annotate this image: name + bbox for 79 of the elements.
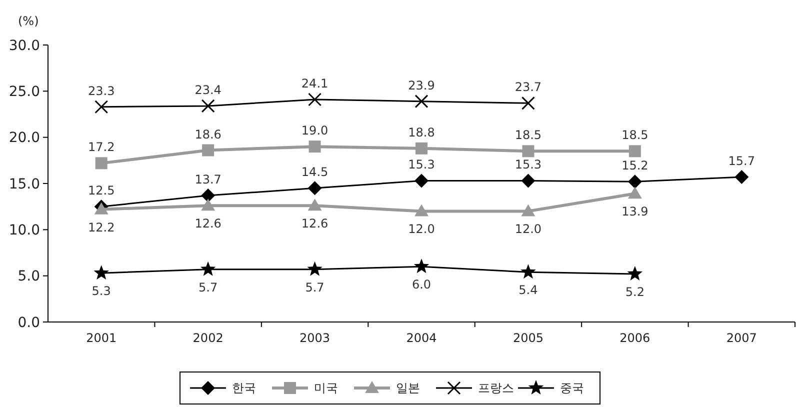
data-label: 15.3 xyxy=(514,158,542,172)
point xyxy=(414,94,428,108)
point xyxy=(308,198,322,211)
point xyxy=(521,96,535,110)
y-tick-label: 5.0 xyxy=(18,268,40,285)
data-label: 24.1 xyxy=(301,76,328,90)
y-tick-label: 15.0 xyxy=(8,176,40,192)
x-tick-label: 2006 xyxy=(620,331,650,345)
point xyxy=(94,100,108,114)
data-label: 18.5 xyxy=(514,128,542,142)
point xyxy=(307,261,322,276)
data-label: 19.0 xyxy=(301,124,328,138)
y-tick-label: 10.0 xyxy=(8,222,40,239)
point xyxy=(414,204,428,216)
data-label: 5.2 xyxy=(625,284,644,299)
point xyxy=(627,266,643,280)
y-tick-label: 25.0 xyxy=(8,84,40,100)
data-label: 17.2 xyxy=(88,140,115,154)
x-tick-label: 2005 xyxy=(512,331,544,345)
legend-label: 한국 xyxy=(232,381,256,396)
legend-label: 미국 xyxy=(314,381,338,396)
point xyxy=(522,145,534,158)
x-tick-label: 2002 xyxy=(192,331,224,345)
data-label: 5.7 xyxy=(198,280,218,294)
point xyxy=(521,174,536,188)
data-label: 23.7 xyxy=(514,80,542,94)
point xyxy=(734,170,749,184)
data-label: 23.3 xyxy=(88,84,115,98)
point xyxy=(628,145,641,158)
point xyxy=(628,174,642,189)
point xyxy=(201,99,215,113)
point xyxy=(521,204,536,216)
point xyxy=(628,186,642,199)
legend-label: 프랑스 xyxy=(478,381,514,396)
point xyxy=(95,157,108,170)
point xyxy=(94,202,108,214)
point xyxy=(201,198,216,211)
data-label: 12.5 xyxy=(88,184,115,198)
point xyxy=(202,144,214,156)
point xyxy=(414,258,430,274)
data-label: 12.0 xyxy=(408,222,435,236)
y-tick-label: 0.0 xyxy=(18,314,40,331)
data-label: 18.5 xyxy=(622,128,648,142)
x-tick-label: 2003 xyxy=(300,331,330,345)
data-label: 12.2 xyxy=(88,220,115,234)
data-label: 5.4 xyxy=(518,283,538,298)
data-label: 12.6 xyxy=(194,216,222,231)
data-label: 18.8 xyxy=(408,125,435,140)
point xyxy=(308,92,322,106)
data-label: 12.0 xyxy=(514,222,542,236)
data-label: 23.4 xyxy=(194,82,222,97)
data-label: 12.6 xyxy=(301,216,328,231)
point xyxy=(520,264,536,279)
point xyxy=(200,261,216,276)
y-axis-title: (%) xyxy=(18,14,39,28)
data-label: 14.5 xyxy=(301,165,328,180)
x-tick-label: 2001 xyxy=(86,331,117,345)
point xyxy=(416,142,428,154)
point xyxy=(414,174,428,188)
point xyxy=(94,265,109,280)
x-tick-label: 2007 xyxy=(726,331,757,345)
data-label: 18.6 xyxy=(194,127,222,142)
data-label: 13.9 xyxy=(622,204,648,219)
data-label: 15.7 xyxy=(728,154,755,168)
point xyxy=(308,140,321,153)
data-label: 6.0 xyxy=(412,278,432,292)
data-label: 5.3 xyxy=(92,284,111,298)
y-tick-label: 20.0 xyxy=(8,130,40,146)
y-tick-label: 30.0 xyxy=(8,38,40,54)
point xyxy=(201,188,216,203)
point xyxy=(308,181,322,196)
data-label: 5.7 xyxy=(305,280,324,294)
data-label: 23.9 xyxy=(408,78,435,92)
data-label: 15.3 xyxy=(408,158,435,172)
legend-label: 일본 xyxy=(396,381,420,396)
data-label: 13.7 xyxy=(194,172,222,187)
data-label: 15.2 xyxy=(622,158,648,173)
legend-label: 중국 xyxy=(560,381,584,396)
x-tick-label: 2004 xyxy=(406,331,437,345)
